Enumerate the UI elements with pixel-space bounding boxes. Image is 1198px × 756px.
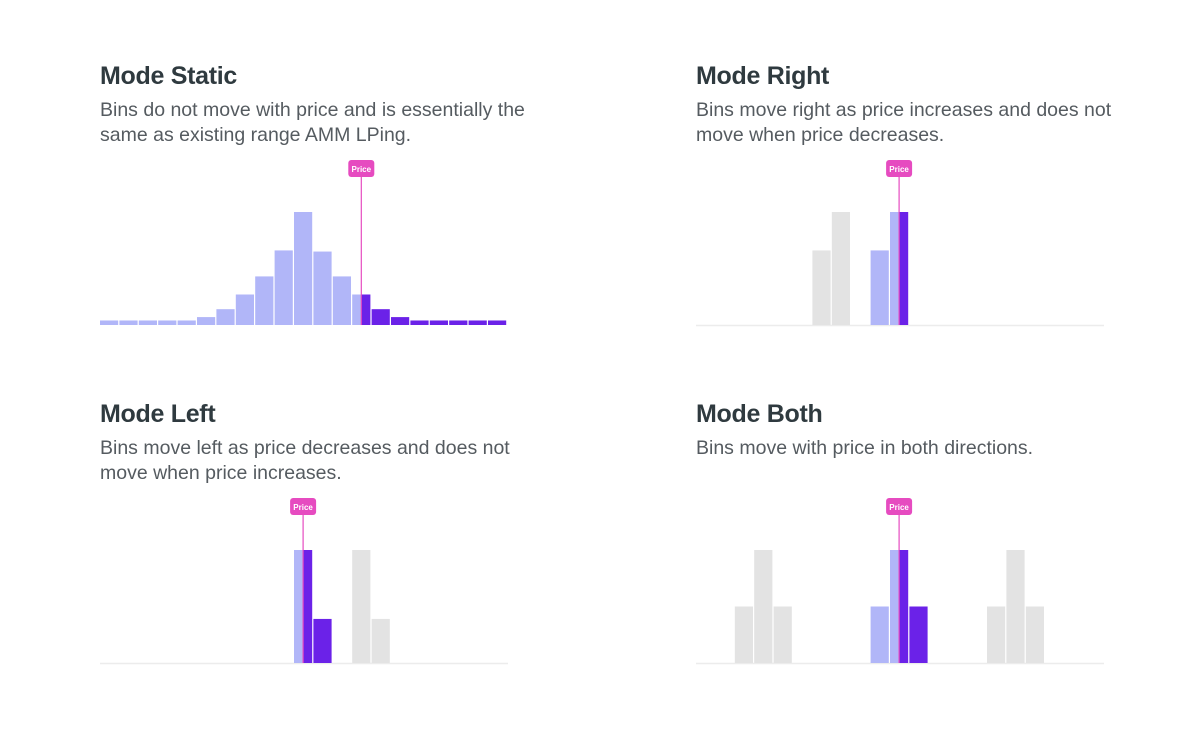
bin-right-half (899, 212, 909, 325)
bin (371, 618, 390, 663)
bin (1025, 606, 1044, 663)
bin (313, 618, 332, 663)
panel-title: Mode Left (100, 400, 216, 428)
price-marker-badge (290, 498, 317, 515)
bin (734, 606, 753, 663)
price-marker-label: Price (352, 165, 372, 174)
bin (216, 309, 235, 325)
bin (831, 212, 850, 325)
bin (812, 250, 831, 325)
bin (274, 250, 293, 325)
panel-mode-both: Mode Both Bins move with price in both d… (696, 400, 1166, 680)
bin (313, 251, 332, 325)
price-marker-badge (886, 160, 913, 177)
panel-title: Mode Both (696, 400, 823, 428)
bin-right-half (899, 550, 909, 663)
panel-title: Mode Static (100, 62, 237, 90)
bin (754, 550, 773, 663)
bin-right-half (303, 550, 313, 663)
bin (158, 320, 177, 325)
bin (870, 250, 889, 325)
bin (488, 320, 507, 325)
price-marker-label: Price (889, 503, 909, 512)
bin (987, 606, 1006, 663)
bin (909, 606, 928, 663)
bin (391, 317, 410, 325)
panel-mode-right: Mode Right Bins move right as price incr… (696, 62, 1166, 342)
panel-description: Bins do not move with price and is essen… (100, 99, 525, 146)
bin (197, 317, 216, 325)
bin (468, 320, 487, 325)
price-marker-label: Price (293, 503, 313, 512)
price-marker-badge (348, 160, 375, 177)
bin (773, 606, 792, 663)
bin (138, 320, 157, 325)
bin-left-half (294, 550, 304, 663)
bin (870, 606, 889, 663)
panel-mode-left: Mode Left Bins move left as price decrea… (100, 400, 570, 680)
bin (177, 320, 196, 325)
panel-title: Mode Right (696, 62, 830, 90)
bin (255, 276, 274, 325)
bin (1006, 550, 1025, 663)
panel-description: Bins move with price in both directions. (696, 437, 1034, 459)
bin (449, 320, 468, 325)
price-marker-label: Price (889, 165, 909, 174)
bin-right-half (361, 294, 371, 325)
bin (119, 320, 138, 325)
bin-distribution-diagram: Price (100, 160, 507, 325)
bin (410, 320, 429, 325)
bin-left-half (890, 212, 900, 325)
panel-mode-static: Mode Static Bins do not move with price … (100, 62, 570, 342)
bin (429, 320, 448, 325)
bin-left-half (352, 294, 362, 325)
bin (100, 320, 119, 325)
bin-left-half (890, 550, 900, 663)
bin-distribution-diagram: Price (696, 160, 1104, 327)
price-marker-badge (886, 498, 913, 515)
bin (332, 276, 351, 325)
panel-description: Bins move left as price decreases and do… (100, 437, 510, 484)
bin (294, 212, 313, 325)
bin (371, 309, 390, 325)
panel-description: Bins move right as price increases and d… (696, 99, 1112, 146)
bin-distribution-diagram: Price (100, 498, 508, 665)
bin-distribution-diagram: Price (696, 498, 1104, 665)
bin (352, 550, 371, 663)
bin (235, 294, 254, 325)
